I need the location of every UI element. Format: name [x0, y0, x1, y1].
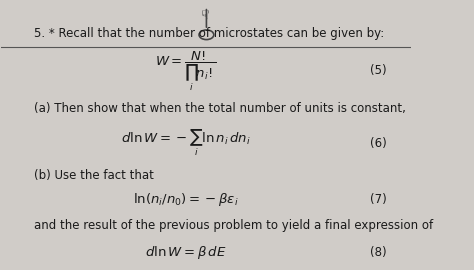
Text: ☞: ☞: [196, 9, 209, 21]
Text: (6): (6): [370, 137, 387, 150]
Text: $W = \dfrac{N!}{\prod_i n_i!}$: $W = \dfrac{N!}{\prod_i n_i!}$: [155, 49, 217, 93]
Text: (8): (8): [370, 246, 387, 259]
Text: (7): (7): [370, 193, 387, 206]
Text: $d \ln W = -\sum_i \ln n_i\, dn_i$: $d \ln W = -\sum_i \ln n_i\, dn_i$: [121, 128, 251, 158]
Text: (5): (5): [370, 64, 387, 77]
Text: (a) Then show that when the total number of units is constant,: (a) Then show that when the total number…: [34, 102, 406, 115]
Text: 5. * Recall that the number of microstates can be given by:: 5. * Recall that the number of microstat…: [34, 27, 384, 40]
Text: (b) Use the fact that: (b) Use the fact that: [34, 168, 154, 182]
Text: $\ln(n_i/n_0) = -\beta\epsilon_i$: $\ln(n_i/n_0) = -\beta\epsilon_i$: [133, 191, 239, 208]
Text: and the result of the previous problem to yield a final expression of: and the result of the previous problem t…: [34, 219, 433, 232]
Text: $d \ln W = \beta\, dE$: $d \ln W = \beta\, dE$: [145, 244, 227, 261]
